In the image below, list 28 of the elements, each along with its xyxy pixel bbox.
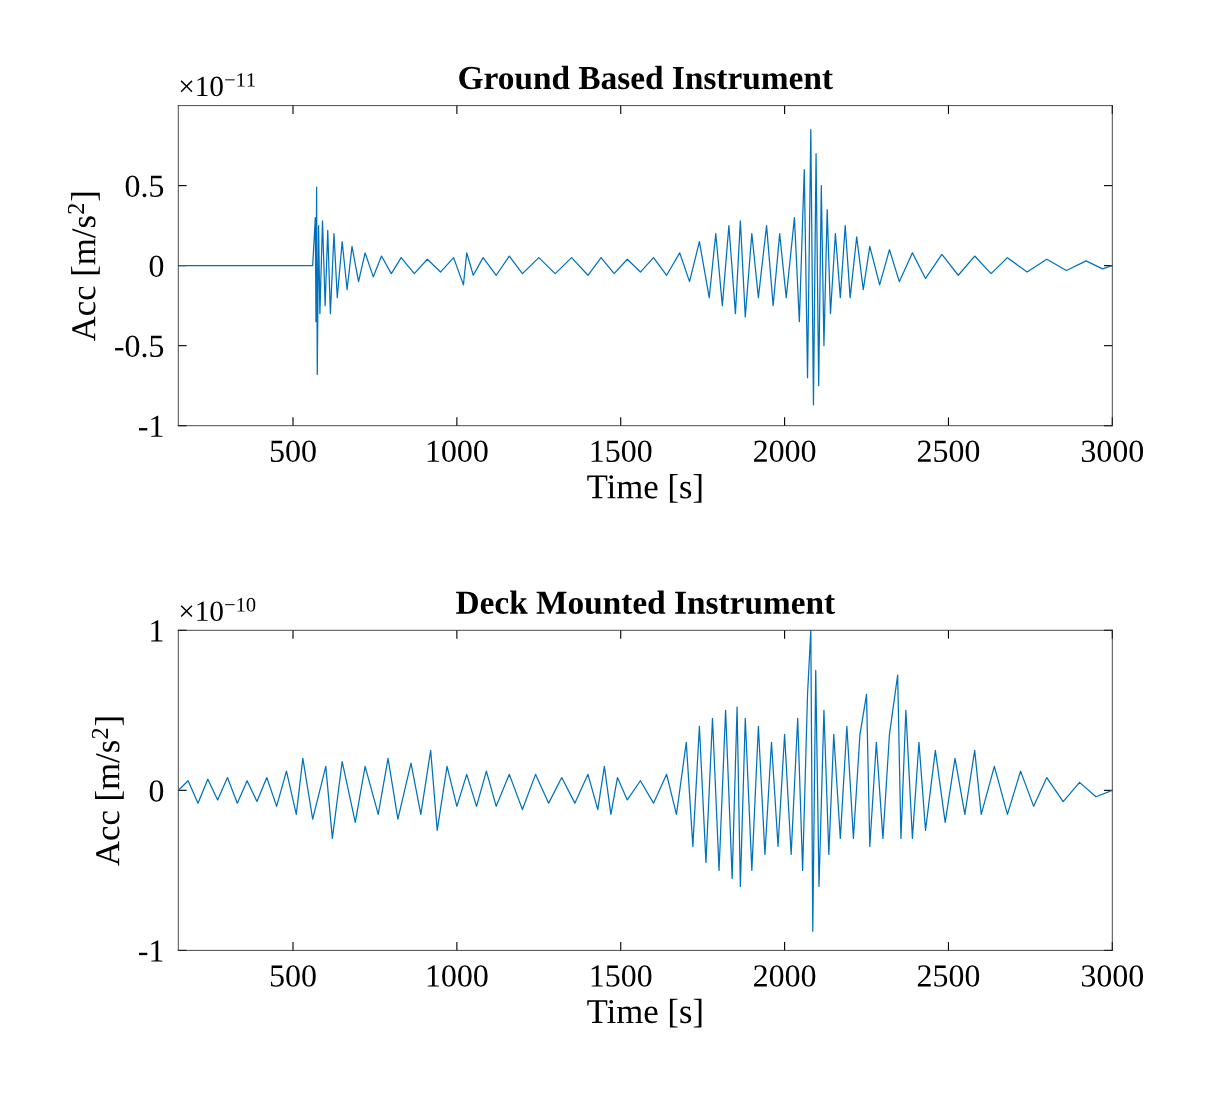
- x-axis-title: Time [s]: [587, 474, 702, 503]
- line-series: [178, 128, 1113, 406]
- y-tick-label: -1: [139, 940, 163, 962]
- y-axis-title: Acc [m/s$^{2}$]: [91, 717, 124, 866]
- x-axis-title: Time [s]: [587, 998, 702, 1028]
- x-tick-label: 1000: [427, 965, 488, 987]
- x-tick-label: 2500: [917, 440, 980, 463]
- x-tick-label: 2000: [754, 440, 816, 463]
- y-tick-label: -0.5: [115, 335, 164, 358]
- y-tick-label: 0: [149, 780, 164, 802]
- chart-title: Ground Based Instrument: [459, 65, 833, 90]
- x-tick-label: 500: [270, 965, 316, 987]
- x-tick-label: 1500: [591, 440, 652, 463]
- y-tick-label: -1: [139, 415, 163, 437]
- x-tick-label: 3000: [1081, 965, 1144, 987]
- x-tick-label: 1000: [427, 440, 488, 463]
- x-tick-label: 1500: [591, 965, 652, 987]
- y-tick-label: 1: [151, 620, 163, 642]
- chart-title: Deck Mounted Instrument: [456, 590, 835, 615]
- text: ×10$^{−10}$: [180, 597, 256, 622]
- y-axis-title: Acc [m/s$^{2}$]: [67, 192, 100, 341]
- x-tick-label: 2500: [917, 965, 980, 987]
- x-tick-label: 3000: [1081, 440, 1144, 463]
- x-tick-label: 500: [270, 440, 316, 463]
- y-tick-label: 0: [149, 255, 164, 278]
- text: ×10$^{−11}$: [180, 73, 255, 97]
- x-tick-label: 2000: [754, 965, 816, 987]
- y-tick-label: 0.5: [125, 175, 164, 198]
